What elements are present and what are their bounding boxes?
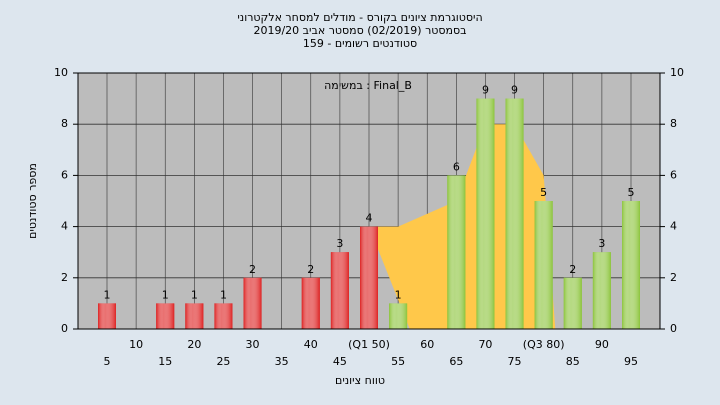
x-tick-label: (Q3 80) xyxy=(523,338,565,351)
x-tick-label: 45 xyxy=(333,355,347,368)
y-tick-label: 4 xyxy=(61,220,68,233)
y2-tick-label: 0 xyxy=(670,322,677,335)
value-label: 2 xyxy=(249,263,256,276)
bar-shine xyxy=(156,303,175,329)
x-tick-label: 20 xyxy=(187,338,201,351)
y-tick-label: 10 xyxy=(54,66,68,79)
bar-shine xyxy=(447,175,466,329)
plot-border xyxy=(77,72,661,330)
x-tick-label: 95 xyxy=(624,355,638,368)
y-tick-label: 0 xyxy=(61,322,68,335)
value-label: 5 xyxy=(628,186,635,199)
bar-shine xyxy=(534,201,553,329)
x-tick-label: 15 xyxy=(158,355,172,368)
value-label: 3 xyxy=(336,237,343,250)
value-label: 3 xyxy=(598,237,605,250)
x-tick-label: 65 xyxy=(449,355,463,368)
bar-shine xyxy=(214,303,233,329)
y-tick-label: 2 xyxy=(61,271,68,284)
x-tick-label: 75 xyxy=(508,355,522,368)
x-tick-label: 25 xyxy=(216,355,230,368)
bar-shine xyxy=(330,252,349,329)
x-axis-title: טווח ציונים xyxy=(335,374,385,387)
x-tick-label: 30 xyxy=(246,338,260,351)
x-tick-label: 60 xyxy=(420,338,434,351)
y-axis-title: מספר סטודנטים xyxy=(26,163,39,239)
bar-shine xyxy=(301,277,320,329)
subtitle: סטודנטים רשומים - 159 xyxy=(303,37,417,50)
value-label: 2 xyxy=(307,263,314,276)
value-label: 9 xyxy=(482,84,489,97)
y-tick-label: 8 xyxy=(61,117,68,130)
y2-tick-label: 6 xyxy=(670,168,677,181)
x-tick-label: (Q1 50) xyxy=(348,338,390,351)
x-tick-label: 5 xyxy=(104,355,111,368)
x-tick-label: 40 xyxy=(304,338,318,351)
y2-tick-label: 8 xyxy=(670,117,677,130)
x-tick-label: 70 xyxy=(478,338,492,351)
bar-shine xyxy=(389,303,408,329)
x-tick-label: 85 xyxy=(566,355,580,368)
bar-shine xyxy=(360,226,378,329)
x-tick-label: 10 xyxy=(129,338,143,351)
x-tick-label: 90 xyxy=(595,338,609,351)
value-label: 6 xyxy=(453,160,460,173)
title: היסטוגרמת ציונים בקורס - מודלים למסחר אל… xyxy=(237,11,482,24)
x-tick-label: 35 xyxy=(275,355,289,368)
y2-tick-label: 2 xyxy=(670,271,677,284)
bar-shine xyxy=(592,252,611,329)
bar-shine xyxy=(98,303,116,329)
value-label: 2 xyxy=(569,263,576,276)
bar-shine xyxy=(243,277,262,329)
bar-shine xyxy=(185,303,204,329)
value-label: 5 xyxy=(540,186,547,199)
value-label: 1 xyxy=(220,288,227,301)
bar-shine xyxy=(505,98,524,329)
value-label: 9 xyxy=(511,84,518,97)
bar-shine xyxy=(622,201,640,329)
value-label: 1 xyxy=(104,288,111,301)
y2-tick-label: 10 xyxy=(670,66,684,79)
value-label: 1 xyxy=(191,288,198,301)
y-tick-label: 6 xyxy=(61,168,68,181)
y2-tick-label: 4 xyxy=(670,220,677,233)
bar-shine xyxy=(476,98,495,329)
x-tick-label: 55 xyxy=(391,355,405,368)
value-label: 1 xyxy=(395,288,402,301)
value-label: 4 xyxy=(366,212,373,225)
annotation: במשימה : Final_B xyxy=(324,79,412,92)
subtitle: בסמסטר (02/2019) סמסטר אביב 2019/20 xyxy=(253,24,466,37)
value-label: 1 xyxy=(162,288,169,301)
bar-shine xyxy=(563,277,582,329)
